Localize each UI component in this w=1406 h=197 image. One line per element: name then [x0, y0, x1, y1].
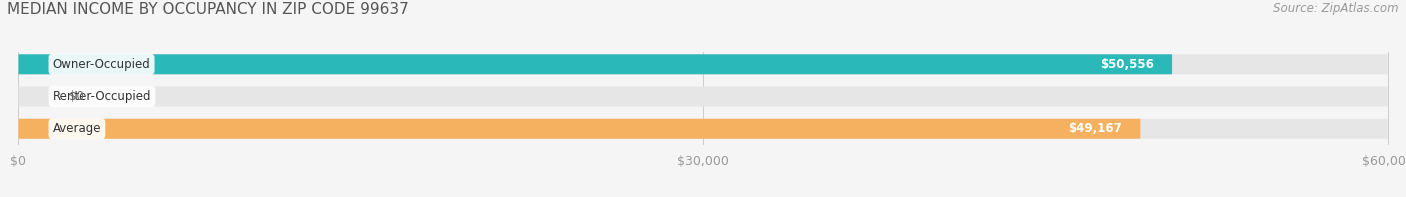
FancyBboxPatch shape: [18, 119, 1388, 139]
FancyBboxPatch shape: [18, 54, 1173, 74]
FancyBboxPatch shape: [18, 54, 1388, 74]
Text: Average: Average: [52, 122, 101, 135]
Text: MEDIAN INCOME BY OCCUPANCY IN ZIP CODE 99637: MEDIAN INCOME BY OCCUPANCY IN ZIP CODE 9…: [7, 2, 409, 17]
Text: $50,556: $50,556: [1099, 58, 1154, 71]
Text: $49,167: $49,167: [1069, 122, 1122, 135]
Text: Source: ZipAtlas.com: Source: ZipAtlas.com: [1274, 2, 1399, 15]
FancyBboxPatch shape: [18, 86, 1388, 107]
Text: Renter-Occupied: Renter-Occupied: [52, 90, 152, 103]
Text: Owner-Occupied: Owner-Occupied: [52, 58, 150, 71]
Text: $0: $0: [69, 90, 83, 103]
FancyBboxPatch shape: [18, 119, 1140, 139]
